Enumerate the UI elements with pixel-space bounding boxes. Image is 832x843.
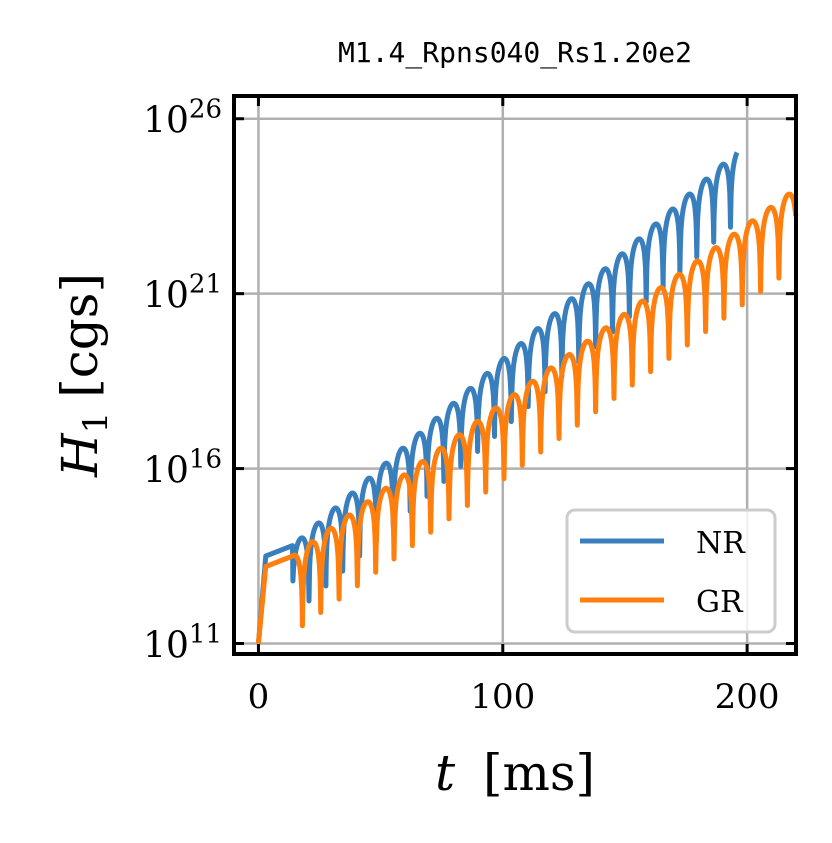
grid — [234, 96, 796, 654]
plot-frame — [232, 94, 798, 656]
legend-label-gr: GR — [696, 585, 744, 620]
legend-label-nr: NR — [696, 526, 746, 561]
y-tick-label: 1021 — [143, 270, 222, 317]
y-tick-label: 1026 — [143, 95, 222, 142]
y-tick-label: 1011 — [143, 620, 222, 667]
x-tick-label: 200 — [715, 677, 780, 717]
chart-title: M1.4_Rpns040_Rs1.20e2 — [338, 36, 692, 70]
x-axis-label: t [ms] — [435, 744, 595, 802]
legend: NR GR — [565, 508, 777, 634]
series-line-nr — [255, 150, 740, 644]
series-group — [255, 150, 799, 644]
y-axis-label: H1[cgs] — [51, 273, 116, 478]
x-tick-label: 100 — [470, 677, 535, 717]
ticks — [234, 96, 796, 654]
series-line-gr — [255, 191, 799, 644]
x-tick-label: 0 — [248, 677, 270, 717]
tick-labels: 0 100 200 1011 1016 1021 1026 — [143, 95, 779, 717]
y-tick-label: 1016 — [143, 445, 222, 492]
